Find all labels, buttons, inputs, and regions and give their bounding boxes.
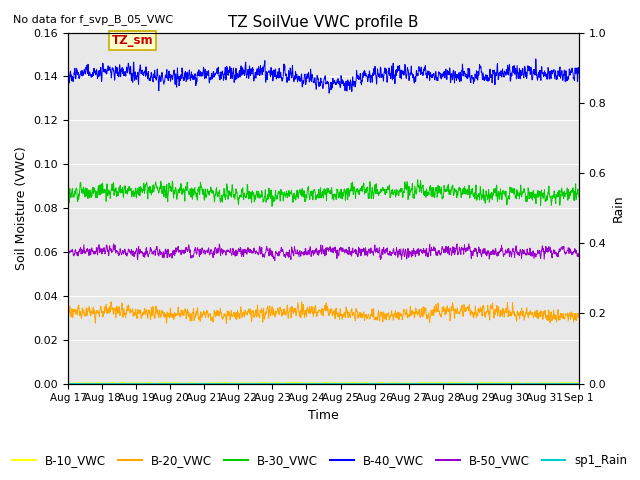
Y-axis label: Rain: Rain: [612, 194, 625, 222]
Legend: B-10_VWC, B-20_VWC, B-30_VWC, B-40_VWC, B-50_VWC, sp1_Rain: B-10_VWC, B-20_VWC, B-30_VWC, B-40_VWC, …: [8, 449, 632, 472]
X-axis label: Time: Time: [308, 409, 339, 422]
Y-axis label: Soil Moisture (VWC): Soil Moisture (VWC): [15, 146, 28, 270]
Text: No data for f_svp_B_05_VWC: No data for f_svp_B_05_VWC: [13, 14, 173, 25]
Title: TZ SoilVue VWC profile B: TZ SoilVue VWC profile B: [228, 15, 419, 30]
Text: TZ_sm: TZ_sm: [111, 34, 153, 48]
